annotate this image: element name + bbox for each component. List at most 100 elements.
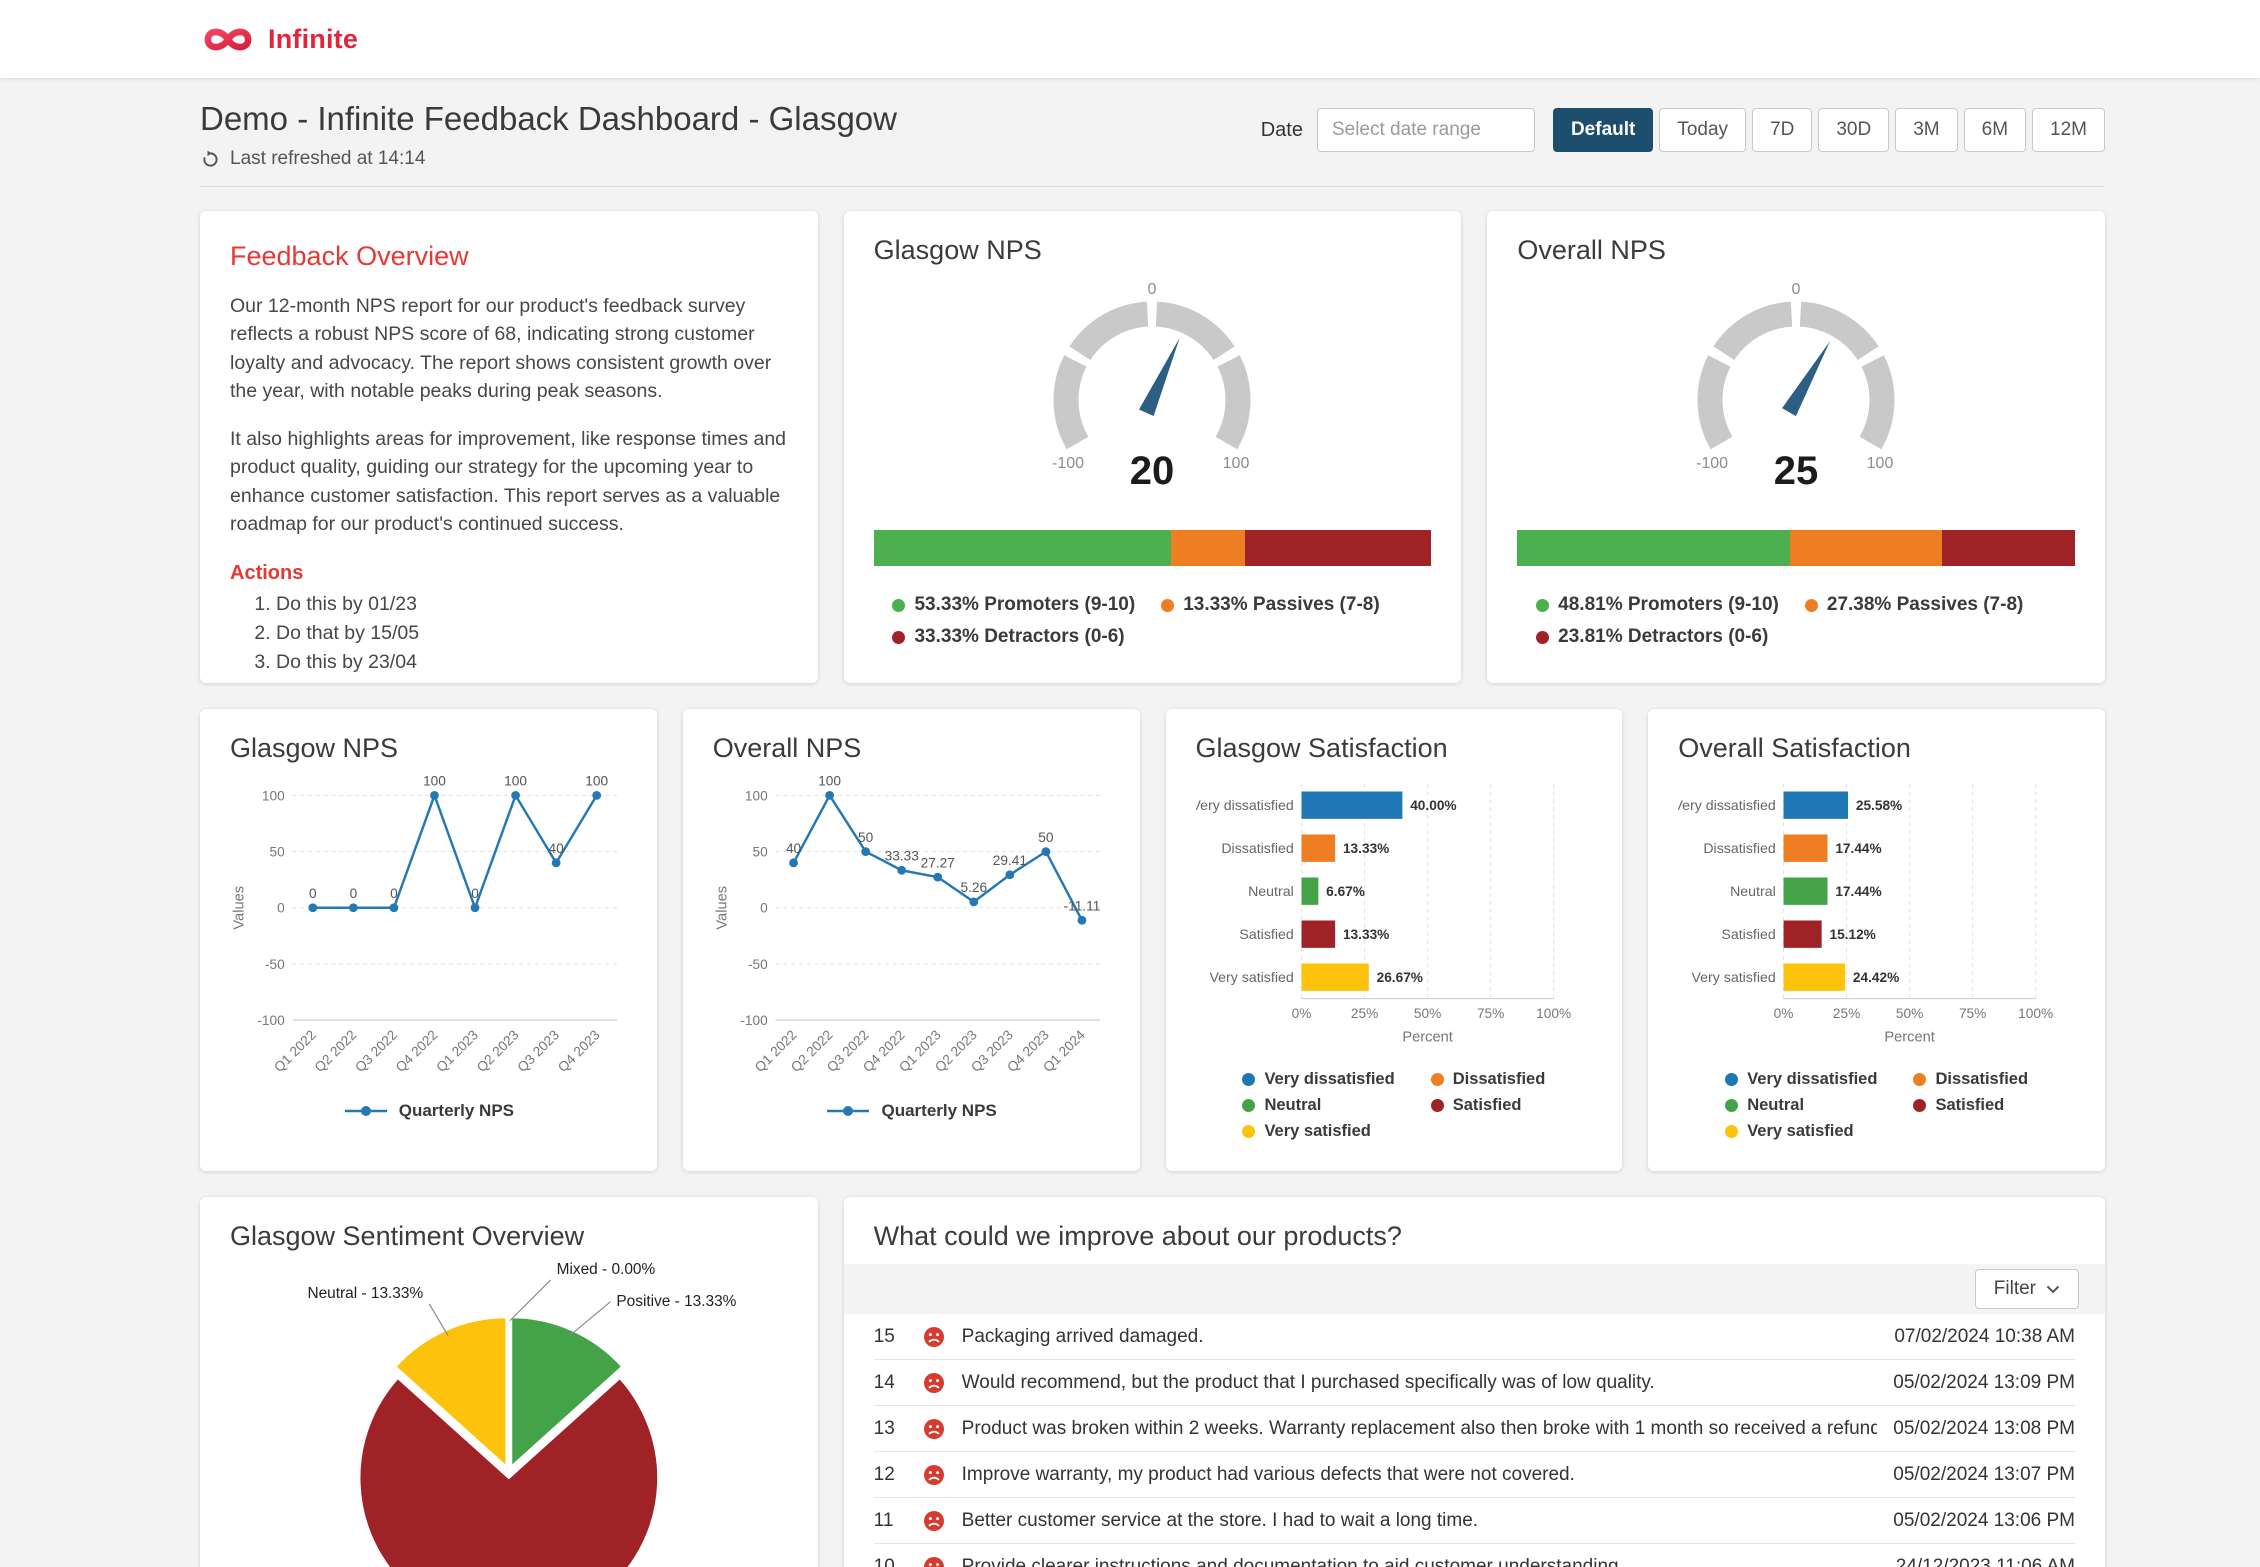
date-range-input[interactable] bbox=[1316, 108, 1535, 152]
feedback-row[interactable]: 13 Product was broken within 2 weeks. War… bbox=[873, 1406, 2075, 1452]
chart-text: 13.33% bbox=[1342, 841, 1388, 856]
legend-dot bbox=[1161, 598, 1175, 612]
chart-text: 0 bbox=[1792, 281, 1801, 298]
chart-text: Q1 2023 bbox=[433, 1027, 481, 1075]
distribution-segment-passives bbox=[1171, 530, 1246, 566]
chart-text: 50% bbox=[1896, 1006, 1923, 1021]
card-title: Glasgow NPS bbox=[873, 235, 1042, 265]
legend-label: 27.38% Passives (7-8) bbox=[1826, 594, 2024, 615]
chart-text: Mixed - 0.00% bbox=[557, 1261, 656, 1278]
series-marker-icon bbox=[827, 1106, 870, 1117]
chart-text: 6.67% bbox=[1326, 884, 1365, 899]
chart-text: 100 bbox=[262, 788, 285, 803]
chart-text: Neutral - 13.33% bbox=[307, 1285, 423, 1302]
chart-text: 50 bbox=[270, 844, 286, 859]
chart-text: Percent bbox=[1885, 1030, 1935, 1046]
chart-text: 50 bbox=[858, 830, 874, 845]
line-legend: Quarterly NPS bbox=[230, 1101, 627, 1121]
chart-text: 13.33% bbox=[1342, 927, 1388, 942]
feedback-row[interactable]: 10 Provide clearer instructions and docum… bbox=[874, 1544, 2075, 1567]
legend-label: Dissatisfied bbox=[1935, 1070, 2029, 1089]
chart-text: 27.27 bbox=[920, 855, 954, 870]
glasgow-nps-gauge-svg: 0 -100 100 20 bbox=[1052, 281, 1251, 493]
legend-dot bbox=[1725, 1125, 1739, 1139]
chart-text: Dissatisfied bbox=[1221, 841, 1293, 857]
series-marker-icon bbox=[344, 1106, 387, 1117]
feedback-row-id: 13 bbox=[873, 1417, 895, 1439]
chart-text: 75% bbox=[1959, 1006, 1986, 1021]
legend-dot bbox=[1536, 630, 1550, 644]
range-button-today[interactable]: Today bbox=[1659, 108, 1747, 152]
chart-text: 26.67% bbox=[1376, 970, 1422, 985]
actions-list: Do this by 01/23 Do that by 15/05 Do this … bbox=[276, 593, 788, 674]
chart-text: 20 bbox=[1130, 449, 1175, 493]
feedback-timestamp: 05/02/2024 13:07 PM bbox=[1893, 1463, 2075, 1485]
feedback-timestamp: 07/02/2024 10:38 AM bbox=[1894, 1325, 2075, 1347]
bar-satisfied bbox=[1301, 920, 1335, 948]
feedback-row[interactable]: 14 Would recommend, but the product that … bbox=[873, 1360, 2075, 1406]
bar-dissatisfied bbox=[1783, 834, 1828, 862]
dashboard-row-2: Glasgow NPS 100 50 0 -50 -100 Values Q1 2022 Q2… bbox=[200, 709, 2105, 1171]
legend-dot bbox=[1725, 1099, 1739, 1113]
chart-text: -50 bbox=[748, 957, 768, 972]
brand-logo[interactable]: Infinite bbox=[200, 22, 358, 57]
legend-dot bbox=[1536, 598, 1550, 612]
legend-dot bbox=[892, 598, 906, 612]
filter-button[interactable]: Filter bbox=[1974, 1269, 2079, 1309]
chart-text: -50 bbox=[265, 957, 285, 972]
bar-satisfied bbox=[1783, 920, 1822, 948]
chart-text: -100 bbox=[1696, 455, 1728, 472]
refresh-icon[interactable] bbox=[200, 149, 221, 170]
legend-dot bbox=[1725, 1073, 1739, 1087]
range-button-default[interactable]: Default bbox=[1552, 108, 1654, 152]
chart-text: 17.44% bbox=[1836, 841, 1882, 856]
chart-text: -100 bbox=[740, 1013, 768, 1028]
range-button-12m[interactable]: 12M bbox=[2032, 108, 2105, 152]
glasgow-nps-gauge-chart: 0 -100 100 20 bbox=[874, 270, 1432, 508]
chart-text: Very satisfied bbox=[1692, 970, 1776, 986]
legend-item: 33.33% Detractors (0-6) bbox=[892, 626, 1125, 648]
feedback-row[interactable]: 11 Better customer service at the store. … bbox=[873, 1498, 2075, 1544]
feedback-row[interactable]: 12 Improve warranty, my product had vario… bbox=[873, 1452, 2075, 1498]
negative-sentiment-icon bbox=[923, 1510, 944, 1531]
refresh-row: Last refreshed at 14:14 bbox=[200, 148, 897, 170]
range-button-7d[interactable]: 7D bbox=[1752, 108, 1813, 152]
bar-dissatisfied bbox=[1301, 834, 1335, 862]
legend-item: Very satisfied bbox=[1725, 1122, 1877, 1141]
chart-text: 100 bbox=[423, 774, 446, 789]
chart-text: -11.11 bbox=[1063, 898, 1100, 913]
chart-text: Q4 2022 bbox=[393, 1027, 441, 1075]
negative-sentiment-icon bbox=[923, 1326, 944, 1347]
bar-very-dissatisfied bbox=[1301, 791, 1402, 819]
glasgow-nps-trend-card: Glasgow NPS 100 50 0 -50 -100 Values Q1 2022 Q2… bbox=[200, 709, 657, 1171]
card-title: Glasgow Satisfaction bbox=[1195, 733, 1448, 763]
chart-text: 50 bbox=[1038, 830, 1054, 845]
feedback-row[interactable]: 15 Packaging arrived damaged. 07/02/2024 1… bbox=[873, 1314, 2075, 1360]
legend-label: Neutral bbox=[1264, 1096, 1322, 1115]
range-button-3m[interactable]: 3M bbox=[1895, 108, 1958, 152]
range-button-30d[interactable]: 30D bbox=[1818, 108, 1890, 152]
legend-dot bbox=[892, 630, 906, 644]
chart-text: 50 bbox=[752, 844, 768, 859]
action-item: Do this by 01/23 bbox=[276, 593, 788, 616]
overview-paragraph-1: Our 12-month NPS report for our product'… bbox=[230, 295, 772, 402]
legend-item: Neutral bbox=[1242, 1096, 1394, 1115]
chart-text: 0 bbox=[1148, 281, 1157, 298]
legend-item: Very satisfied bbox=[1242, 1122, 1394, 1141]
feedback-text: Improve warranty, my product had various… bbox=[961, 1463, 1575, 1485]
overall-satisfaction-card: Overall Satisfaction 0% 25% 50% 75% 100% Perc… bbox=[1648, 709, 2105, 1171]
titlebar: Demo - Infinite Feedback Dashboard - Gla… bbox=[200, 100, 2105, 170]
dashboard-row-1: Feedback Overview Our 12-month NPS repor… bbox=[200, 211, 2105, 683]
chart-text: 0 bbox=[350, 886, 358, 901]
overview-title: Feedback Overview bbox=[230, 241, 469, 271]
distribution-segment-detractors bbox=[1245, 530, 1432, 566]
chart-text: 100 bbox=[585, 774, 608, 789]
bar-very-satisfied bbox=[1783, 963, 1846, 991]
chart-text: Q3 2022 bbox=[352, 1027, 400, 1075]
pie-slice-positive bbox=[510, 1316, 624, 1469]
legend-item: 27.38% Passives (7-8) bbox=[1804, 594, 2024, 616]
chart-text: -100 bbox=[257, 1013, 285, 1028]
distribution-segment-detractors bbox=[1942, 530, 2075, 566]
range-button-6m[interactable]: 6M bbox=[1963, 108, 2027, 152]
